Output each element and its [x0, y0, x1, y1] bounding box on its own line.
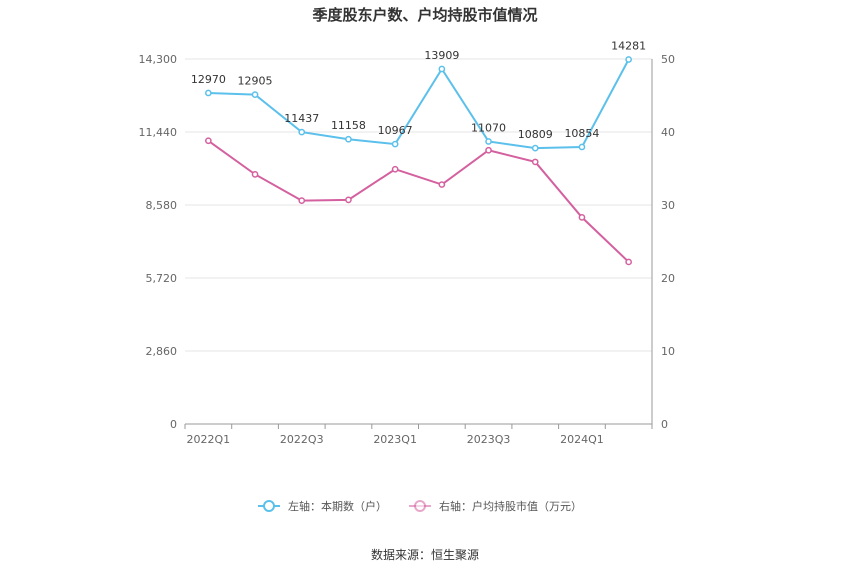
data-label: 14281: [611, 39, 646, 52]
left-tick-label: 11,440: [139, 126, 178, 139]
data-point: [391, 165, 399, 173]
left-tick-label: 0: [170, 418, 177, 431]
data-point: [578, 143, 586, 151]
data-point: [625, 258, 633, 266]
x-tick-label: 2023Q3: [467, 433, 511, 446]
data-label: 10809: [518, 128, 553, 141]
legend[interactable]: 左轴：本期数（户） 右轴：户均持股市值（万元）: [258, 499, 582, 513]
data-point: [485, 146, 492, 154]
data-label: 12970: [191, 73, 226, 86]
legend-label-0: 左轴：本期数（户）: [288, 499, 387, 513]
data-point: [531, 158, 539, 166]
data-point: [438, 65, 446, 73]
left-tick-label: 14,300: [139, 53, 178, 66]
source-note: 数据来源：恒生聚源: [371, 547, 479, 562]
series-line-0: [208, 59, 630, 150]
data-label: 10967: [378, 124, 413, 137]
left-tick-label: 5,720: [146, 272, 178, 285]
data-label: 10854: [564, 127, 599, 140]
right-tick-label: 20: [661, 272, 675, 285]
data-label: 13909: [424, 49, 459, 62]
data-point: [578, 214, 586, 221]
axes: 0 2,860 5,720 8,580 11,440 14,300 0 10 20 30 40 50 2…: [139, 53, 676, 446]
data-point: [531, 144, 539, 152]
grid: [185, 58, 652, 352]
data-point: [205, 89, 212, 97]
right-tick-label: 30: [661, 199, 675, 212]
x-tick-label: 2023Q1: [373, 433, 417, 446]
data-labels: 12970 12905 11437 11158 10967 13909 11070 10809…: [191, 39, 646, 141]
left-tick-label: 8,580: [146, 199, 178, 212]
x-tick-label: 2022Q3: [280, 433, 324, 446]
data-point: [485, 138, 492, 145]
right-tick-label: 50: [661, 53, 675, 66]
right-tick-label: 0: [661, 418, 668, 431]
left-tick-label: 2,860: [146, 345, 178, 358]
data-point: [345, 135, 352, 143]
legend-marker-1: [414, 500, 426, 512]
data-point: [391, 140, 399, 148]
right-tick-label: 40: [661, 126, 675, 139]
legend-marker-0: [263, 500, 275, 512]
chart-title: 季度股东户数、户均持股市值情况: [312, 6, 537, 24]
data-label: 11437: [284, 112, 319, 125]
right-tick-label: 10: [661, 345, 675, 358]
data-point: [251, 91, 259, 98]
data-point: [625, 56, 633, 63]
data-point: [298, 128, 306, 136]
series: [205, 56, 633, 266]
data-point: [298, 197, 306, 204]
legend-label-1: 右轴：户均持股市值（万元）: [439, 499, 582, 513]
x-tick-label: 2022Q1: [187, 433, 231, 446]
data-point: [438, 181, 446, 188]
data-point: [205, 137, 212, 145]
data-point: [345, 196, 352, 204]
data-label: 12905: [238, 75, 273, 88]
data-label: 11070: [471, 121, 506, 134]
data-point: [251, 170, 259, 178]
series-line-1: [207, 139, 630, 263]
x-tick-label: 2024Q1: [560, 433, 604, 446]
data-label: 11158: [331, 119, 366, 132]
